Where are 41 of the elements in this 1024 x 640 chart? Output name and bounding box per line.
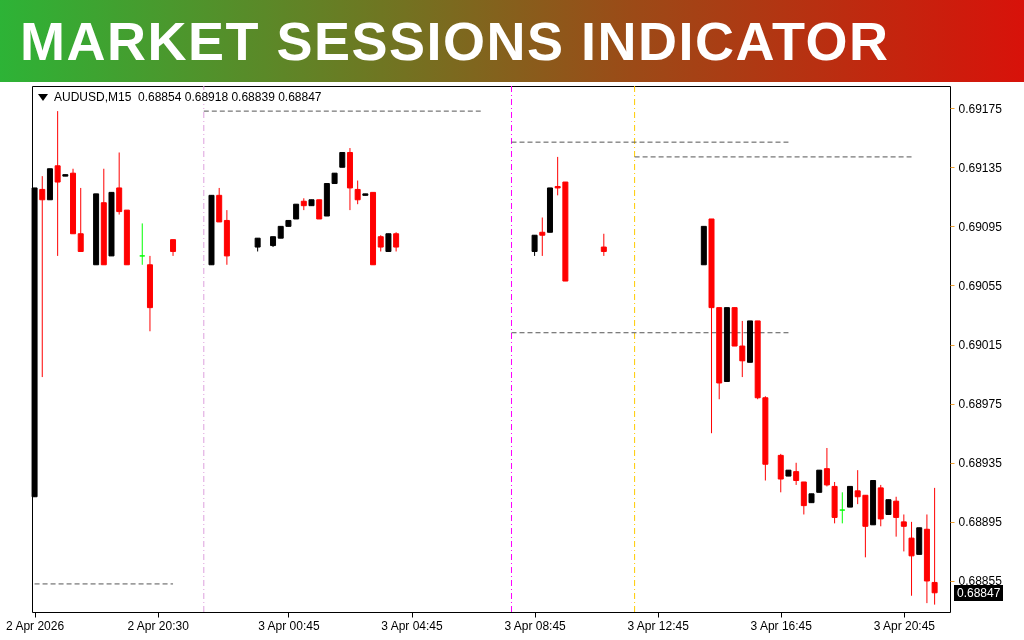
x-tick-label: 3 Apr 00:45 — [258, 618, 320, 633]
chart-subtitle: AUDUSD,M15 0.68854 0.68918 0.68839 0.68847 — [52, 90, 324, 104]
candlestick — [823, 447, 830, 487]
candlestick — [139, 222, 146, 266]
x-tick-label: 3 Apr 04:45 — [381, 618, 444, 633]
candlestick — [39, 175, 46, 378]
candlestick — [777, 453, 784, 493]
y-tick-label: 0.69135 — [958, 160, 1003, 175]
candlestick — [900, 513, 907, 552]
candlestick — [816, 469, 823, 493]
candlestick — [539, 217, 546, 257]
candlestick — [793, 462, 800, 486]
x-tick-label: 3 Apr 12:45 — [627, 618, 690, 633]
candlestick — [893, 496, 900, 538]
x-tick-label: 3 Apr 20:45 — [873, 618, 936, 633]
candlestick — [908, 521, 915, 597]
y-tick-label: 0.68895 — [958, 515, 1003, 530]
y-tick-label: 0.68975 — [958, 397, 1003, 412]
chart-title: MARKET SESSIONS INDICATOR — [20, 10, 890, 73]
candlestick — [116, 151, 123, 216]
y-tick-label: 0.69175 — [958, 101, 1003, 116]
candlestick — [846, 485, 853, 508]
text: 0.68847 — [954, 584, 1004, 601]
candlestick — [354, 180, 361, 205]
y-tick-label: 0.68935 — [958, 456, 1003, 471]
candlestick — [77, 187, 84, 252]
x-tick-label: 3 Apr 08:45 — [504, 618, 567, 633]
candlestick — [54, 110, 61, 257]
candlestick — [800, 481, 807, 515]
x-tick-label: 2 Apr 2026 — [6, 618, 65, 633]
candlestick — [931, 487, 938, 606]
y-tick-label: 0.69055 — [958, 278, 1003, 293]
candlestick — [600, 233, 607, 257]
x-tick-label: 2 Apr 20:30 — [127, 618, 190, 633]
candlestick — [839, 491, 846, 524]
x-tick-label: 3 Apr 16:45 — [750, 618, 813, 633]
y-tick-label: 0.69015 — [958, 338, 1003, 353]
candlestick — [316, 199, 323, 220]
candlestick — [531, 234, 538, 257]
candlestick — [393, 231, 400, 252]
y-tick-label: 0.69095 — [958, 219, 1003, 234]
